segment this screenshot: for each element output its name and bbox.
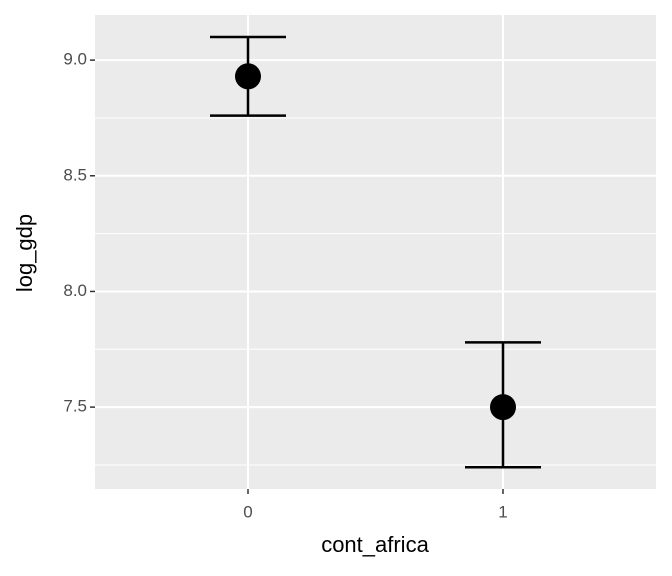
panel [95,15,656,489]
y-tick-label: 7.5 [63,397,87,416]
x-axis-title: cont_africa [321,532,429,557]
y-axis-title: log_gdp [12,214,37,292]
point [490,394,516,421]
x-tick-label: 0 [243,502,252,521]
y-tick-label: 9.0 [63,50,87,69]
y-tick-label: 8.5 [63,165,87,184]
y-tick-label: 8.0 [63,281,87,300]
point [235,63,261,90]
x-tick-label: 1 [498,502,507,521]
